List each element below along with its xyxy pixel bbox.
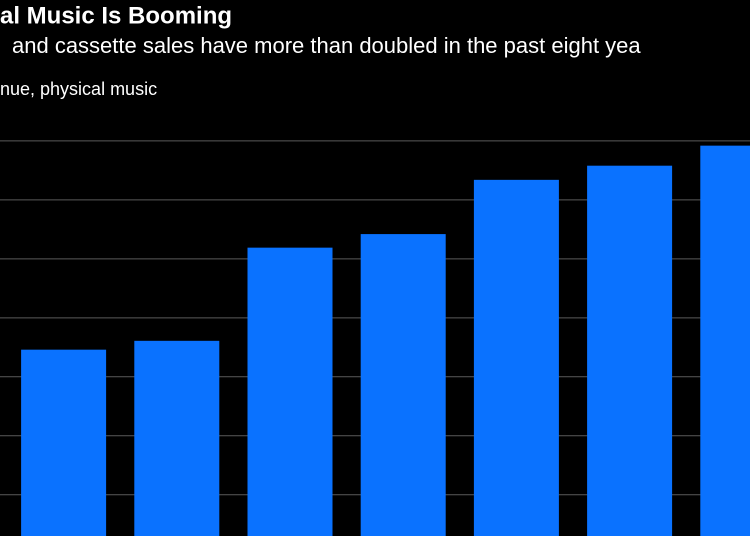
y-axis-label: nue, physical music: [0, 79, 157, 99]
bar: [473, 179, 559, 536]
chart-subtitle: and cassette sales have more than double…: [12, 33, 641, 58]
bar: [587, 165, 673, 536]
bar: [700, 145, 750, 536]
bar: [21, 349, 107, 536]
bar: [360, 234, 446, 536]
bar: [134, 340, 220, 536]
bar: [247, 247, 333, 536]
chart-title: al Music Is Booming: [0, 2, 232, 29]
